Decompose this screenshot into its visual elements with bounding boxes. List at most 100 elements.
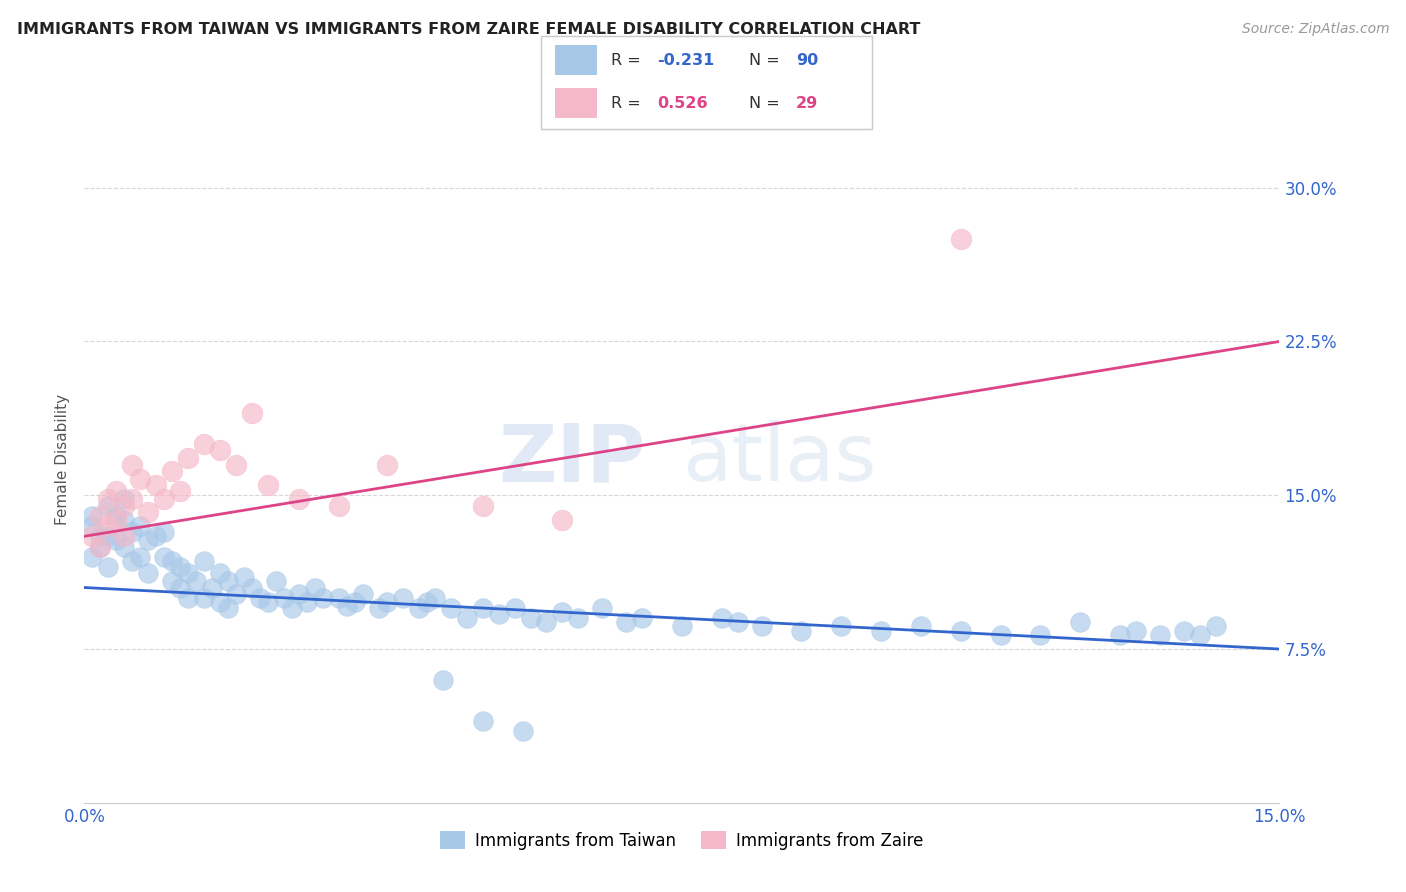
Point (727, 615, 749, 630)
Legend: Immigrants from Taiwan, Immigrants from Zaire: Immigrants from Taiwan, Immigrants from … (433, 825, 931, 856)
Text: 0.526: 0.526 (657, 95, 707, 111)
Point (208, 566, 231, 581)
Point (344, 595, 367, 609)
Point (671, 619, 693, 633)
Text: N =: N = (749, 95, 786, 111)
Point (1125, 624, 1147, 638)
Point (870, 624, 893, 638)
Point (121, 554, 143, 568)
Point (129, 519, 152, 533)
Point (89, 540, 111, 554)
Text: R =: R = (610, 95, 645, 111)
Point (89, 540, 111, 554)
Point (591, 601, 613, 615)
Point (328, 591, 350, 605)
Point (112, 492, 135, 507)
Point (105, 513, 128, 527)
Point (830, 619, 852, 633)
Point (551, 605, 574, 619)
Point (97, 499, 120, 513)
Point (177, 451, 200, 466)
Point (105, 533, 128, 548)
Point (471, 714, 494, 728)
Point (153, 492, 176, 507)
Point (1173, 624, 1195, 638)
Point (304, 581, 326, 595)
Point (201, 581, 224, 595)
Point (392, 591, 415, 605)
Point (129, 549, 152, 564)
Point (160, 554, 183, 568)
Point (567, 611, 589, 625)
Point (193, 591, 215, 605)
Point (97, 529, 120, 543)
Point (280, 601, 302, 615)
Point (153, 525, 176, 540)
Point (1109, 628, 1132, 642)
Point (1205, 619, 1227, 633)
Point (217, 574, 239, 589)
Point (97, 519, 120, 533)
Point (136, 505, 159, 519)
Point (193, 554, 215, 568)
Text: atlas: atlas (682, 420, 876, 499)
Point (208, 595, 231, 609)
Point (240, 406, 263, 420)
Point (512, 724, 534, 739)
Point (1069, 615, 1091, 630)
Bar (554, 45, 598, 75)
Point (225, 458, 247, 472)
Point (368, 601, 391, 615)
Text: -0.231: -0.231 (657, 53, 714, 68)
Point (89, 508, 111, 523)
Point (121, 525, 143, 540)
Point (432, 673, 454, 687)
Point (352, 587, 374, 601)
Point (631, 611, 654, 625)
Point (375, 595, 398, 609)
Point (790, 624, 813, 638)
Point (297, 595, 319, 609)
Point (990, 628, 1012, 642)
Point (536, 615, 558, 630)
Bar (554, 88, 598, 118)
Point (256, 478, 278, 492)
Point (112, 540, 135, 554)
Point (471, 499, 494, 513)
Point (105, 508, 128, 523)
Y-axis label: Female Disability: Female Disability (55, 393, 70, 525)
Point (264, 574, 287, 589)
Point (910, 619, 932, 633)
Point (1188, 628, 1211, 642)
Point (193, 437, 215, 451)
Point (217, 601, 239, 615)
Point (153, 549, 176, 564)
Point (169, 581, 191, 595)
Point (423, 591, 446, 605)
Point (225, 587, 247, 601)
Point (416, 595, 439, 609)
Point (614, 615, 637, 630)
Point (519, 611, 541, 625)
Point (375, 458, 398, 472)
Point (256, 595, 278, 609)
Point (551, 513, 574, 527)
Point (471, 601, 494, 615)
Point (1029, 628, 1052, 642)
Point (503, 601, 526, 615)
Point (440, 601, 463, 615)
Text: 90: 90 (796, 53, 818, 68)
Point (112, 499, 135, 513)
Point (1149, 628, 1171, 642)
Point (160, 464, 183, 478)
Point (751, 619, 773, 633)
Point (456, 611, 478, 625)
Point (136, 533, 159, 548)
Point (145, 478, 167, 492)
Point (949, 232, 972, 246)
Point (408, 601, 430, 615)
Point (336, 599, 359, 613)
Point (710, 611, 733, 625)
Point (488, 607, 510, 622)
Point (328, 499, 350, 513)
